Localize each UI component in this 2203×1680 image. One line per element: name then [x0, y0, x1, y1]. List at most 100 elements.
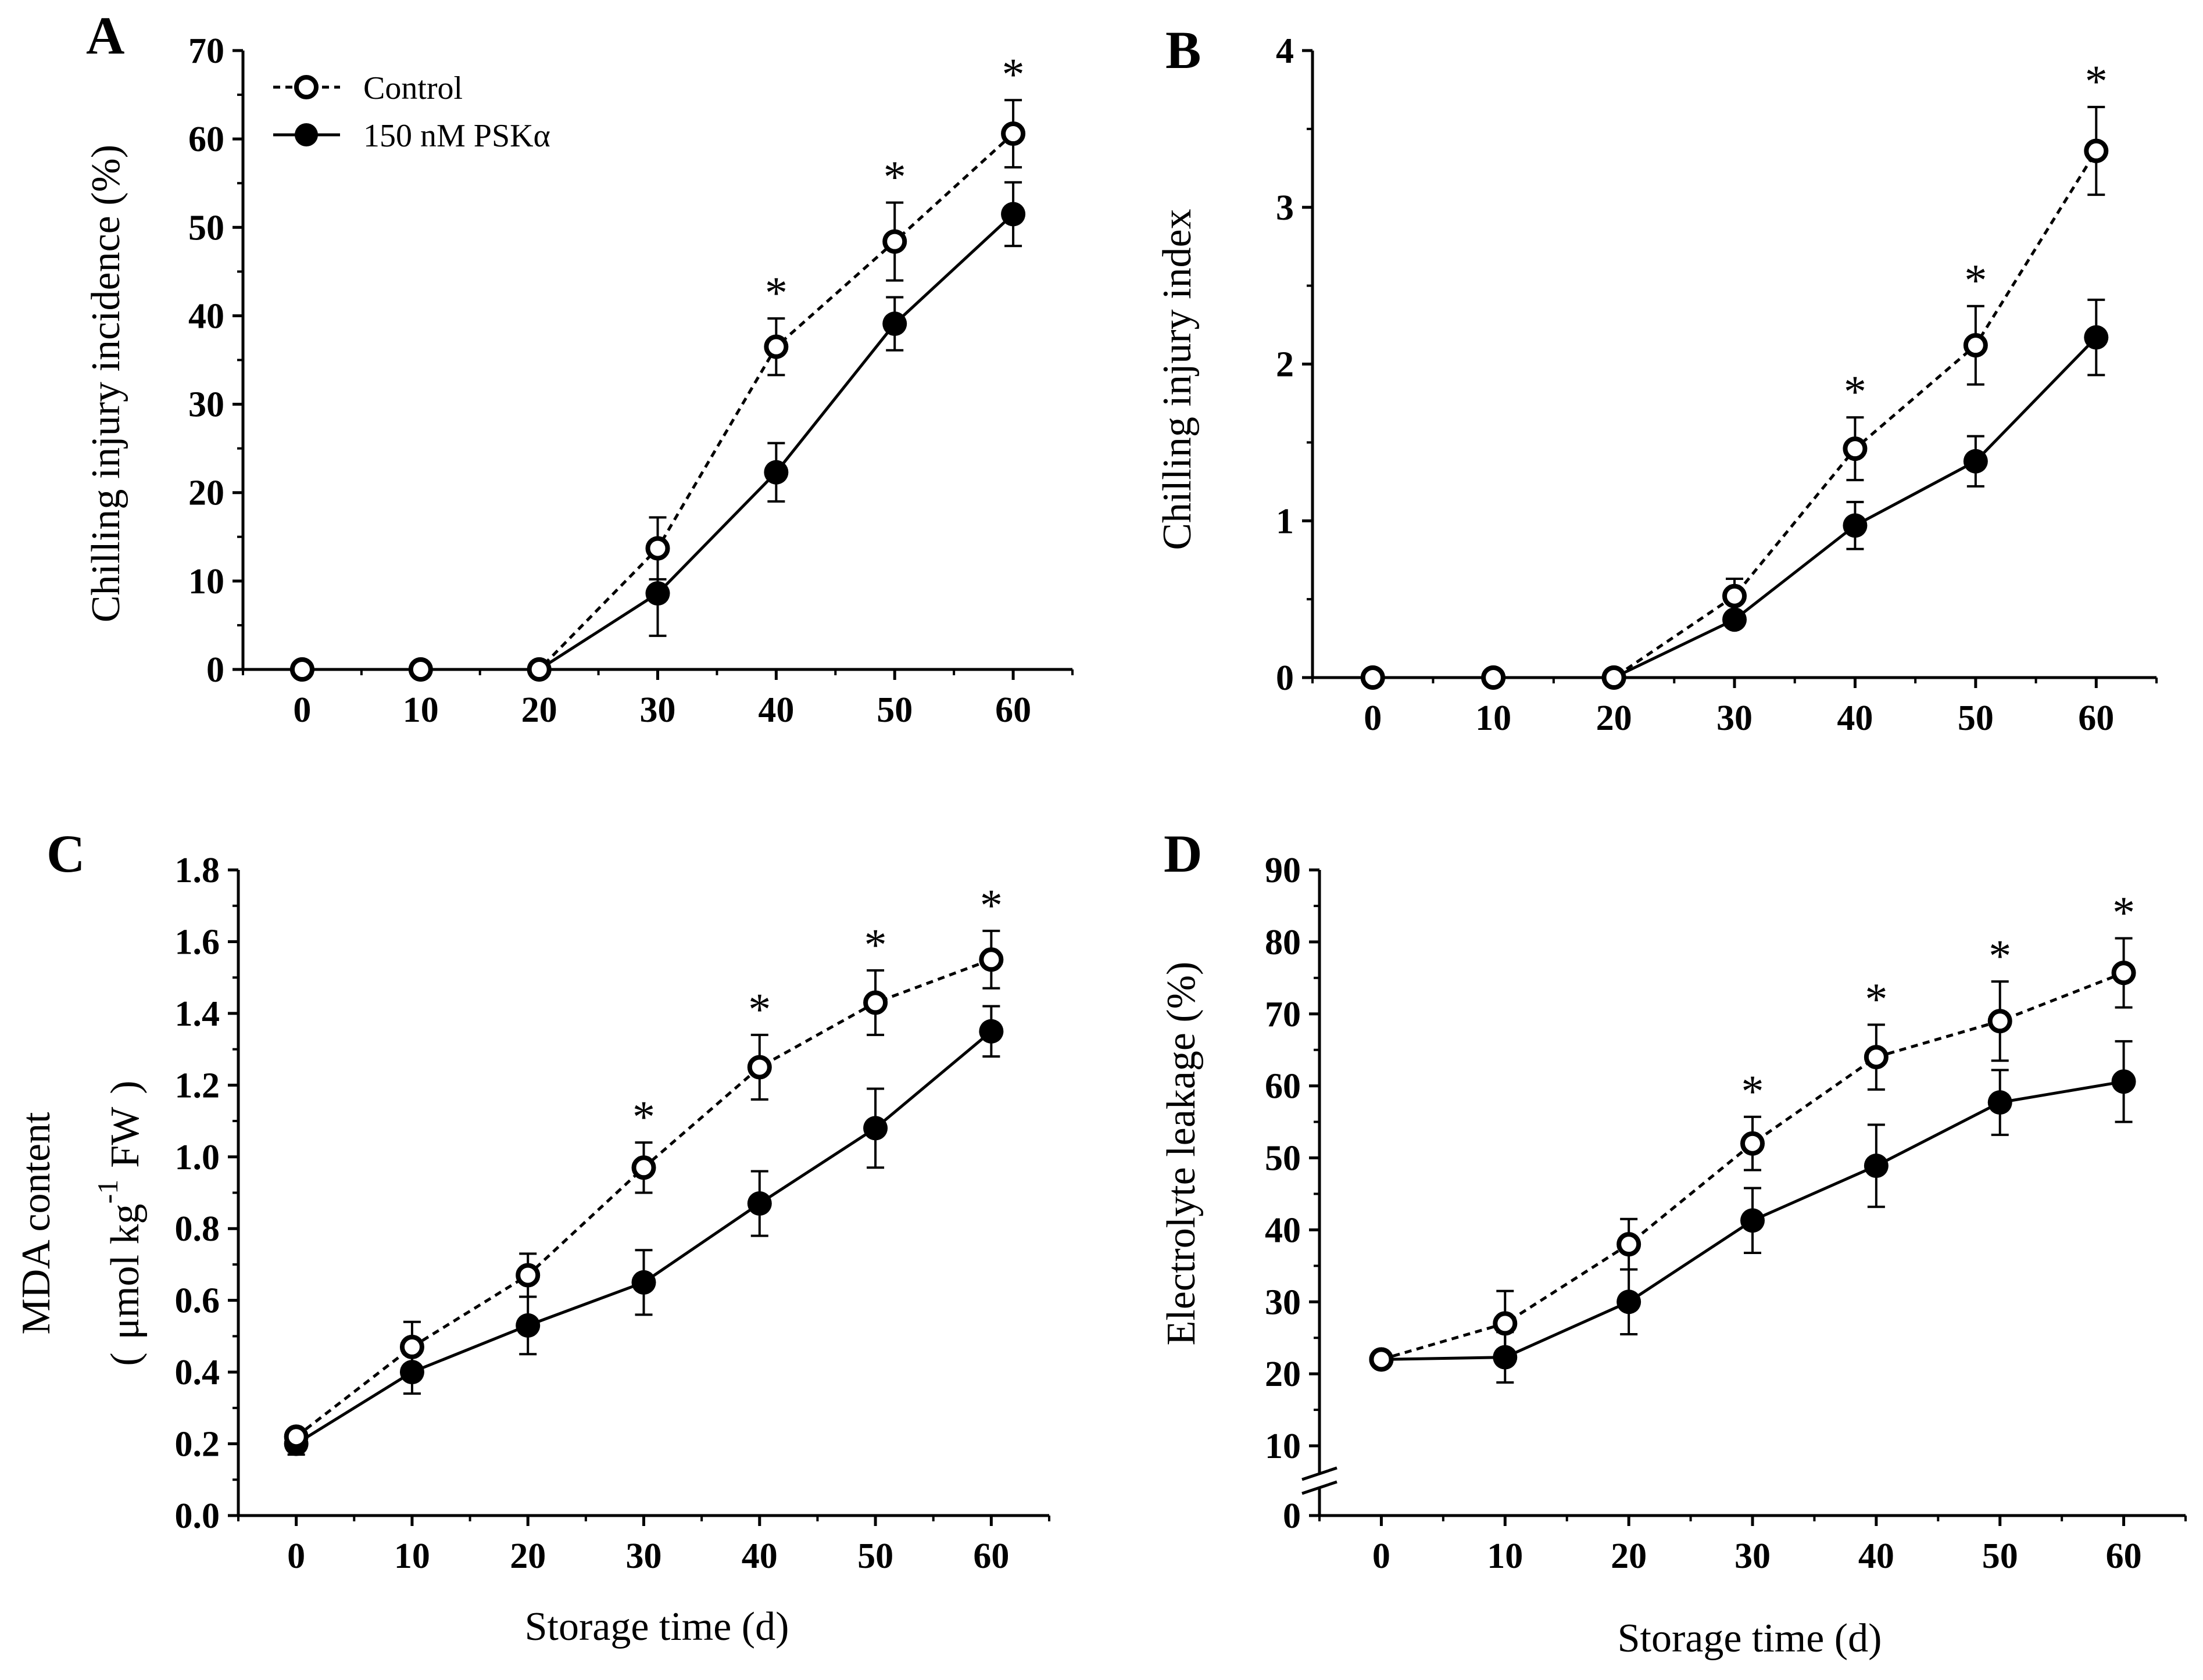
panel-c-y-tick-label: 0.6	[175, 1281, 220, 1321]
panel-b-x-tick-label: 30	[1716, 698, 1753, 738]
panel-c-point-psk	[516, 1313, 541, 1338]
panel-c-point-psk	[399, 1360, 424, 1385]
panel-c-xlabel: Storage time (d)	[525, 1604, 789, 1649]
panel-c-ylabel-line2: (μmol kg-1 FW)	[91, 1080, 148, 1366]
panel-d-axis-break-mark	[1301, 1466, 1337, 1481]
panel-a-point-control	[1001, 121, 1026, 146]
panel-c-point-psk	[631, 1270, 656, 1295]
panel-c-y-tick-label: 1.2	[175, 1066, 220, 1105]
panel-d-label: D	[1164, 824, 1202, 883]
panel-c-ylabel-fw: FW	[103, 1107, 148, 1168]
panel-c-x-tick-label: 40	[742, 1536, 778, 1576]
panel-a-point-control	[527, 657, 552, 682]
panel-b-x-tick-label: 0	[1364, 698, 1382, 738]
panel-c-point-psk	[747, 1191, 772, 1216]
panel-c-x-tick-label: 10	[394, 1536, 430, 1576]
panel-b-ylabel: Chilling injury index	[1155, 209, 1200, 550]
panel-c-point-control	[516, 1263, 541, 1288]
panel-b-significance-star: *	[1964, 255, 1987, 306]
panel-a-significance-star: *	[884, 152, 906, 202]
panel-b-y-tick-label: 2	[1276, 345, 1294, 385]
panel-d-point-control	[1493, 1311, 1518, 1336]
legend-control-label: Control	[363, 70, 463, 106]
panel-a-x-tick-label: 10	[403, 690, 439, 730]
panel-d-significance-star: *	[1989, 930, 2011, 981]
panel-d-point-psk	[1987, 1090, 2012, 1115]
panel-b-x-tick-label: 20	[1596, 698, 1632, 738]
panel-c-y-tick-label: 1.0	[175, 1138, 220, 1177]
panel-d-y-tick-label: 0	[1283, 1496, 1301, 1536]
panel-c-ylabel-close: )	[103, 1080, 148, 1094]
panel-c-x-tick-label: 20	[510, 1536, 546, 1576]
panel-c-ylabel-line1: MDA content	[14, 1112, 59, 1335]
panel-d-significance-star: *	[1865, 973, 1887, 1024]
panel-b-point-psk	[1722, 607, 1747, 632]
panel-c-significance-star: *	[748, 984, 771, 1034]
panel-a-x-tick-label: 0	[293, 690, 311, 730]
panel-a-significance-star: *	[1002, 49, 1025, 99]
panel-b-point-psk	[2084, 325, 2109, 350]
panel-d-y-tick-label: 30	[1265, 1283, 1301, 1322]
panel-d-point-psk	[1740, 1208, 1765, 1233]
panel-c-y-tick-label: 0.0	[175, 1496, 220, 1536]
panel-a-y-tick-label: 30	[188, 385, 224, 425]
panel-b-significance-star: *	[2085, 56, 2108, 106]
panel-b-point-control	[1843, 436, 1868, 461]
panel-b-point-control	[1481, 665, 1506, 690]
panel-c-x-tick-label: 50	[857, 1536, 893, 1576]
panel-a-ylabel: Chilling injury incidence (%)	[84, 145, 128, 622]
panel-b-x-tick-label: 10	[1475, 698, 1511, 738]
panel-a-point-psk	[1001, 202, 1026, 227]
panel-a: A Chilling injury incidence (%) 0 10 20 30 4…	[84, 6, 1074, 730]
panel-d-point-control	[1740, 1131, 1765, 1156]
panel-c-series-control-line	[295, 958, 992, 1438]
panel-d-significance-star: *	[1741, 1066, 1764, 1116]
panel-b-significance-star: *	[1844, 366, 1866, 417]
panel-d-x-tick-label: 10	[1487, 1536, 1523, 1576]
panel-c-ylabel-open: (	[103, 1352, 148, 1366]
panel-d-y-tick-label: 60	[1265, 1067, 1301, 1106]
legend-control-marker	[294, 75, 319, 99]
panel-d-significance-star: *	[2112, 887, 2135, 938]
panel-c-x-tick-label: 0	[287, 1536, 305, 1576]
panel-a-y-tick-label: 50	[188, 208, 224, 248]
panel-d-y-tick-label: 80	[1265, 923, 1301, 962]
panel-d-x-tick-label: 40	[1858, 1536, 1894, 1576]
panel-c-point-control	[631, 1155, 656, 1180]
panel-d-axis-break-gap	[1305, 1473, 1334, 1489]
panel-c-significance-star: *	[980, 880, 1003, 930]
legend-psk-label: 150 nM PSKα	[363, 118, 550, 154]
panel-a-y-tick-label: 10	[188, 562, 224, 601]
panel-c-ylabel-sup: -1	[91, 1180, 124, 1204]
panel-c-y-tick-label: 0.2	[175, 1425, 220, 1464]
panel-d-y-tick-label: 20	[1265, 1355, 1301, 1394]
panel-a-label: A	[86, 6, 124, 65]
panel-d-point-control	[1617, 1232, 1641, 1257]
panel-b-point-control	[1601, 665, 1626, 690]
panel-c-significance-star: *	[632, 1091, 655, 1142]
panel-d-point-psk	[1864, 1154, 1889, 1178]
panel-d-x-tick-label: 30	[1734, 1536, 1771, 1576]
panel-a-y-tick-label: 70	[188, 31, 224, 71]
panel-c-y-tick-label: 1.4	[175, 994, 220, 1034]
panel-d-x-tick-label: 0	[1372, 1536, 1390, 1576]
panel-c-x-tick-label: 60	[973, 1536, 1009, 1576]
panel-d-point-psk	[1617, 1289, 1641, 1314]
panel-a-x-tick-label: 40	[758, 690, 794, 730]
panel-d-plot: 0 10 20 30 40 50 60 70 80 90 0 10 20 30 40 50 60 * * * *	[1265, 851, 2187, 1576]
panel-a-point-psk	[764, 460, 789, 485]
panel-b-y-tick-label: 0	[1276, 658, 1294, 698]
panel-c-point-control	[863, 990, 888, 1015]
panel-c-y-tick-label: 1.8	[175, 851, 220, 890]
panel-a-x-tick-label: 20	[521, 690, 557, 730]
panel-a-significance-star: *	[765, 267, 788, 318]
panel-c-label: C	[47, 824, 85, 883]
panel-a-point-control	[408, 657, 433, 682]
panel-d-point-psk	[1493, 1345, 1518, 1370]
panel-d-axis-break-mark	[1301, 1480, 1337, 1495]
panel-a-point-control	[645, 536, 670, 561]
panel-d-y-tick-label: 10	[1265, 1427, 1301, 1466]
panel-d-x-tick-label: 20	[1611, 1536, 1647, 1576]
